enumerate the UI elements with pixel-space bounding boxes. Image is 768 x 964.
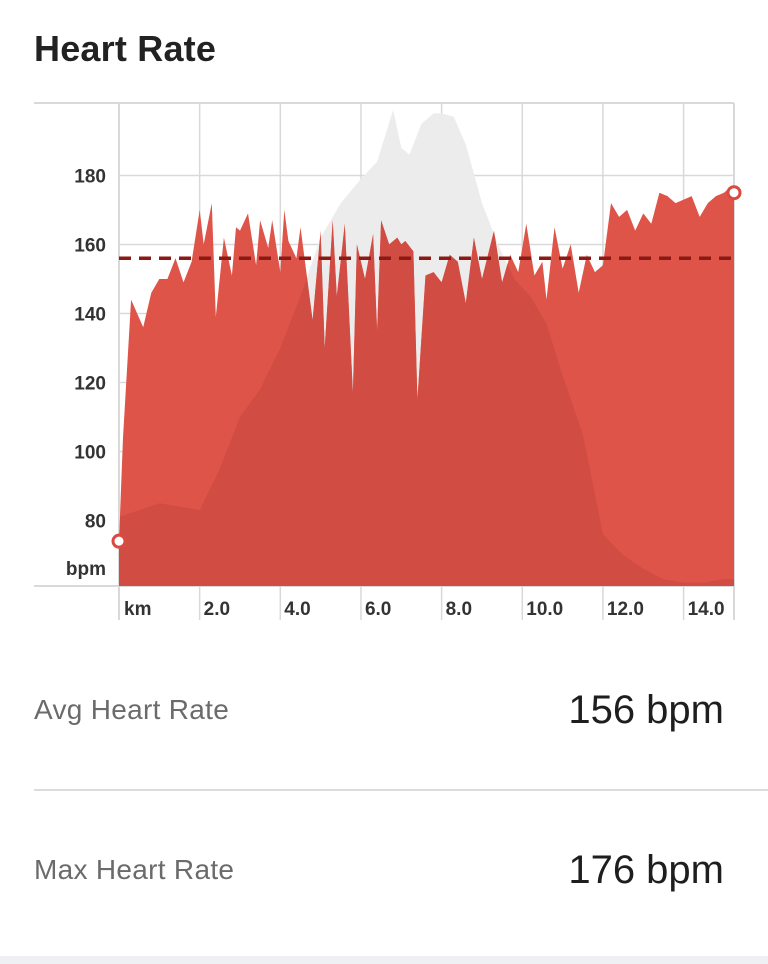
y-tick-label: 140 xyxy=(74,304,106,325)
y-tick-label: 120 xyxy=(74,373,106,394)
avg-heart-rate-value: 156 bpm xyxy=(568,688,724,732)
max-heart-rate-value: 176 bpm xyxy=(568,848,724,892)
x-tick-label: 10.0 xyxy=(526,599,563,620)
x-tick-label: 6.0 xyxy=(365,599,391,620)
x-tick-label: 12.0 xyxy=(607,599,644,620)
x-tick-label: 2.0 xyxy=(204,599,230,620)
x-tick-label: 8.0 xyxy=(446,599,472,620)
elevation-overlap-area xyxy=(119,189,734,586)
avg-heart-rate-row: Avg Heart Rate 156 bpm xyxy=(34,668,724,788)
avg-heart-rate-label: Avg Heart Rate xyxy=(34,694,230,725)
y-axis-label: bpm xyxy=(66,559,106,580)
end-point-marker xyxy=(726,185,742,201)
stats-divider xyxy=(34,789,768,791)
x-tick-label: 14.0 xyxy=(688,599,725,620)
x-tick-label: 4.0 xyxy=(284,599,310,620)
max-heart-rate-row: Max Heart Rate 176 bpm xyxy=(34,826,724,946)
x-axis-label: km xyxy=(124,599,151,620)
y-tick-label: 160 xyxy=(74,235,106,256)
y-tick-label: 180 xyxy=(74,166,106,187)
page-title: Heart Rate xyxy=(34,28,217,69)
max-heart-rate-label: Max Heart Rate xyxy=(34,854,235,885)
start-point-marker xyxy=(111,533,127,549)
bottom-bar xyxy=(0,956,768,964)
y-tick-label: 100 xyxy=(74,442,106,463)
y-tick-label: 80 xyxy=(85,511,106,532)
